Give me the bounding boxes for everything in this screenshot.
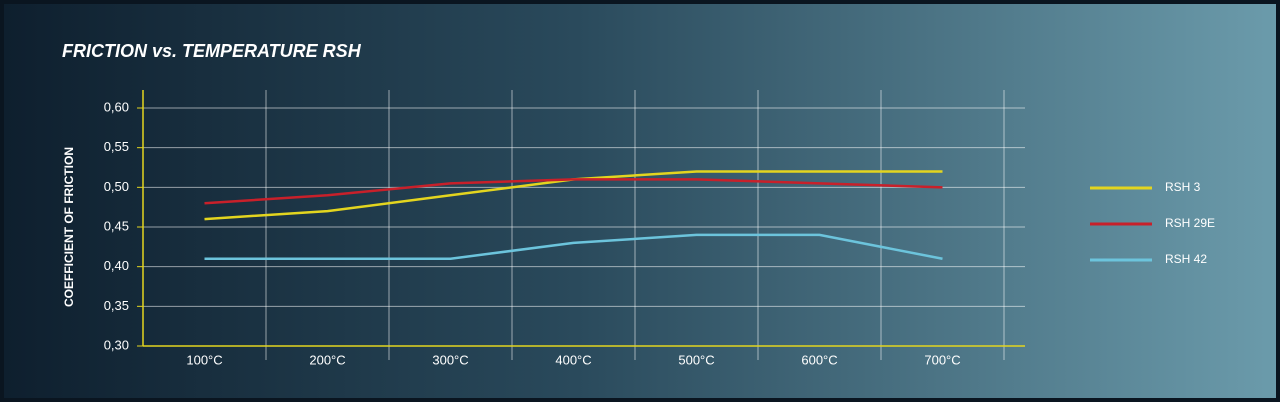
y-axis-label: COEFFICIENT OF FRICTION — [62, 147, 76, 307]
y-tick-label: 0,55 — [104, 139, 129, 154]
y-tick-label: 0,30 — [104, 337, 129, 352]
y-tick-label: 0,40 — [104, 258, 129, 273]
background — [4, 4, 1276, 398]
y-tick-label: 0,35 — [104, 298, 129, 313]
legend-label: RSH 3 — [1165, 180, 1201, 194]
chart-title: FRICTION vs. TEMPERATURE RSH — [62, 41, 362, 61]
series-line — [204, 233, 943, 260]
legend-label: RSH 29E — [1165, 216, 1215, 230]
x-tick-label: 500°C — [678, 352, 714, 367]
y-tick-label: 0,60 — [104, 99, 129, 114]
x-tick-label: 300°C — [432, 352, 468, 367]
x-tick-label: 100°C — [186, 352, 222, 367]
series-line — [204, 178, 943, 205]
x-tick-label: 600°C — [801, 352, 837, 367]
x-tick-label: 400°C — [555, 352, 591, 367]
x-tick-label: 200°C — [309, 352, 345, 367]
y-tick-label: 0,50 — [104, 179, 129, 194]
x-tick-label: 700°C — [924, 352, 960, 367]
legend-label: RSH 42 — [1165, 252, 1207, 266]
y-tick-label: 0,45 — [104, 218, 129, 233]
